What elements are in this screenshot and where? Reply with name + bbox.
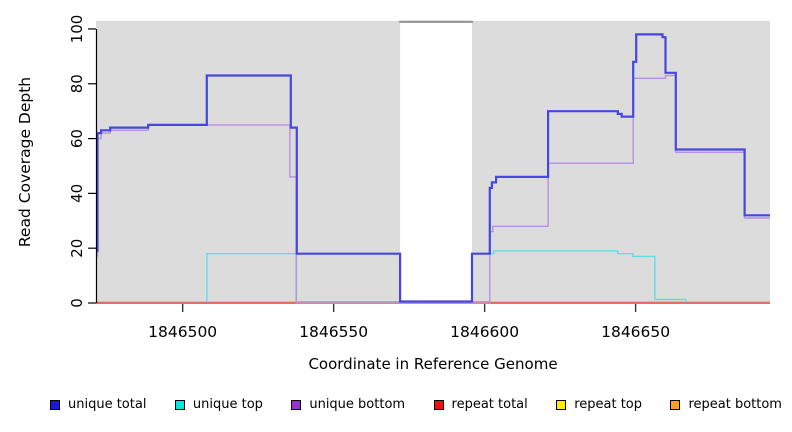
x-tick-label: 1846500 xyxy=(148,323,217,341)
legend-item-unique-bottom: unique bottom xyxy=(291,397,405,412)
unique-top-swatch-icon xyxy=(174,399,185,410)
legend-item-repeat-total: repeat total xyxy=(433,397,528,412)
series-unique-bottom-line xyxy=(96,74,770,304)
legend-item-repeat-bottom: repeat bottom xyxy=(670,397,782,412)
gap-region xyxy=(400,21,472,304)
y-tick-label: 40 xyxy=(68,184,86,203)
y-tick-label: 100 xyxy=(68,15,86,44)
legend-item-unique-top: unique top xyxy=(174,397,263,412)
repeat-top-swatch-icon xyxy=(556,399,567,410)
y-tick-label: 80 xyxy=(68,74,86,93)
coverage-chart: 0 20 40 60 80 100 1846500 1846550 1846600 1846650… xyxy=(16,15,770,341)
repeat-total-swatch-icon xyxy=(433,399,444,410)
plot-background-layer xyxy=(96,20,770,304)
legend-label: repeat total xyxy=(451,397,528,412)
legend-label: repeat top xyxy=(574,397,642,412)
x-tick-label: 1846550 xyxy=(299,323,368,341)
axes-layer: 0 20 40 60 80 100 1846500 1846550 1846600 1846650 xyxy=(68,15,670,341)
legend-item-unique-total: unique total xyxy=(50,397,146,412)
x-axis-title: Coordinate in Reference Genome xyxy=(308,355,558,373)
repeat-bottom-swatch-icon xyxy=(670,399,681,410)
x-tick-label: 1846600 xyxy=(450,323,519,341)
series-unique-total-line xyxy=(96,33,770,303)
y-axis-title: Read Coverage Depth xyxy=(16,77,34,247)
y-tick-label: 60 xyxy=(68,129,86,148)
unique-bottom-swatch-icon xyxy=(291,399,302,410)
legend-label: unique bottom xyxy=(309,397,406,412)
legend-item-repeat-top: repeat top xyxy=(556,397,642,412)
legend-label: repeat bottom xyxy=(688,397,782,412)
series-unique-top-line xyxy=(96,250,770,304)
unique-total-swatch-icon xyxy=(50,399,60,410)
chart-legend: unique total unique top unique bottom re… xyxy=(0,397,792,412)
legend-label: unique total xyxy=(68,397,147,412)
legend-label: unique top xyxy=(192,397,263,412)
y-tick-label: 0 xyxy=(68,298,86,308)
series-lines-layer xyxy=(96,33,770,304)
y-tick-label: 20 xyxy=(68,239,86,258)
x-tick-label: 1846650 xyxy=(601,323,670,341)
